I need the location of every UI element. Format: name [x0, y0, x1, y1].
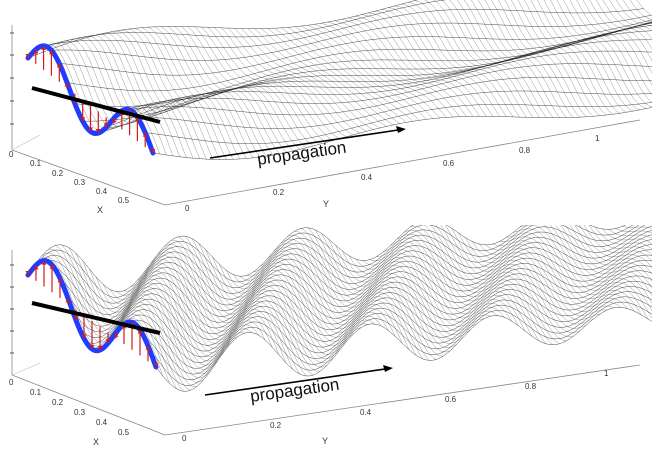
x-tick-5: 0.5 [118, 196, 130, 205]
x-tick-1: 0.1 [30, 159, 42, 168]
x-tick-1: 0.1 [30, 388, 42, 397]
surface-mesh [27, 0, 652, 160]
y-tick-0: 0 [182, 434, 187, 443]
y-tick-labels: 0 0.2 0.4 0.6 0.8 1 [185, 134, 600, 213]
x-axis-title: X [97, 205, 103, 215]
bottom-panel: propagation 0 0.1 0.2 0.3 0.4 0.5 X 0 0.… [0, 225, 652, 450]
y-axis-title: Y [323, 199, 329, 209]
axis-box [11, 25, 641, 206]
y-tick-4: 0.8 [519, 146, 531, 155]
x-tick-3: 0.3 [74, 408, 86, 417]
x-tick-3: 0.3 [74, 178, 86, 187]
black-axis-bar [31, 301, 161, 335]
bottom-3d-surface-plot: propagation 0 0.1 0.2 0.3 0.4 0.5 X 0 0.… [9, 225, 652, 447]
y-tick-1: 0.2 [273, 188, 285, 197]
surface-mesh [27, 225, 652, 392]
y-tick-2: 0.4 [360, 408, 372, 417]
y-tick-0: 0 [185, 204, 190, 213]
x-axis-title: X [93, 437, 99, 447]
propagation-arrow [209, 126, 406, 159]
z-ticks [10, 32, 14, 125]
x-tick-0: 0 [9, 378, 14, 387]
x-tick-4: 0.4 [96, 187, 108, 196]
x-tick-2: 0.2 [52, 398, 64, 407]
wave-overlay [25, 258, 159, 370]
y-tick-5: 1 [595, 134, 600, 143]
y-tick-labels: 0 0.2 0.4 0.6 0.8 1 [182, 369, 609, 443]
y-tick-4: 0.8 [525, 382, 537, 391]
black-axis-bar [31, 86, 161, 124]
x-tick-4: 0.4 [96, 418, 108, 427]
y-tick-5: 1 [604, 369, 609, 378]
propagation-arrow [204, 365, 393, 396]
y-tick-2: 0.4 [361, 173, 373, 182]
x-tick-labels: 0 0.1 0.2 0.3 0.4 0.5 [9, 378, 130, 437]
y-axis-title: Y [322, 436, 328, 446]
x-tick-5: 0.5 [118, 428, 130, 437]
y-tick-1: 0.2 [270, 421, 282, 430]
top-panel: propagation 0 0.1 0.2 0.3 0.4 0.5 X 0 0.… [9, 0, 652, 215]
propagation-label: propagation [249, 375, 341, 406]
x-tick-labels: 0 0.1 0.2 0.3 0.4 0.5 [9, 150, 130, 205]
x-tick-0: 0 [9, 150, 14, 159]
y-tick-3: 0.6 [445, 395, 457, 404]
x-tick-2: 0.2 [52, 169, 64, 178]
axis-box [11, 250, 641, 436]
z-ticks [10, 264, 14, 354]
y-tick-3: 0.6 [443, 159, 455, 168]
propagation-label: propagation [256, 138, 348, 169]
top-3d-surface-plot: propagation 0 0.1 0.2 0.3 0.4 0.5 X 0 0.… [9, 0, 652, 215]
